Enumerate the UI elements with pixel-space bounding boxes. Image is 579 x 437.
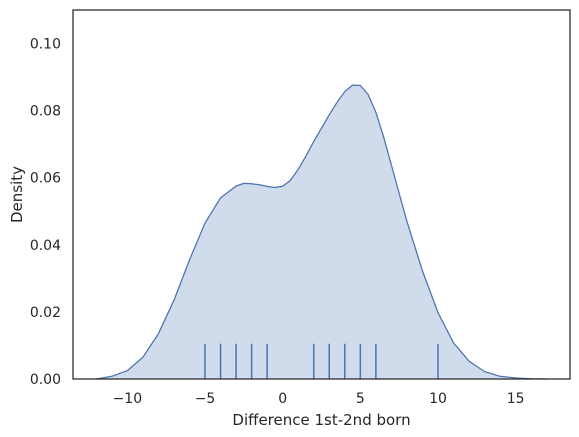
x-tick-label: −10 (113, 391, 143, 407)
y-axis-label: Density (8, 166, 26, 223)
x-tick-label: 15 (507, 391, 525, 407)
density-curve (96, 84, 547, 380)
tick-labels: −10 −5 0 5 10 15 0.00 0.02 0.04 0.06 0.08 0.10 (30, 37, 525, 407)
y-tick-label: 0.04 (30, 238, 61, 254)
density-area-fill (96, 85, 547, 379)
y-tick-label: 0.10 (30, 37, 61, 53)
y-tick-label: 0.00 (30, 372, 61, 388)
y-tick-label: 0.02 (30, 305, 61, 321)
plot-area (96, 84, 547, 380)
y-tick-label: 0.08 (30, 104, 61, 120)
y-tick-label: 0.06 (30, 171, 61, 187)
x-tick-label: 10 (429, 391, 447, 407)
x-tick-label: 5 (356, 391, 365, 407)
x-axis-label: Difference 1st-2nd born (232, 411, 410, 429)
x-tick-label: 0 (278, 391, 287, 407)
x-tick-label: −5 (195, 391, 216, 407)
rug-marks (204, 343, 439, 379)
axes-frame (72, 9, 571, 380)
